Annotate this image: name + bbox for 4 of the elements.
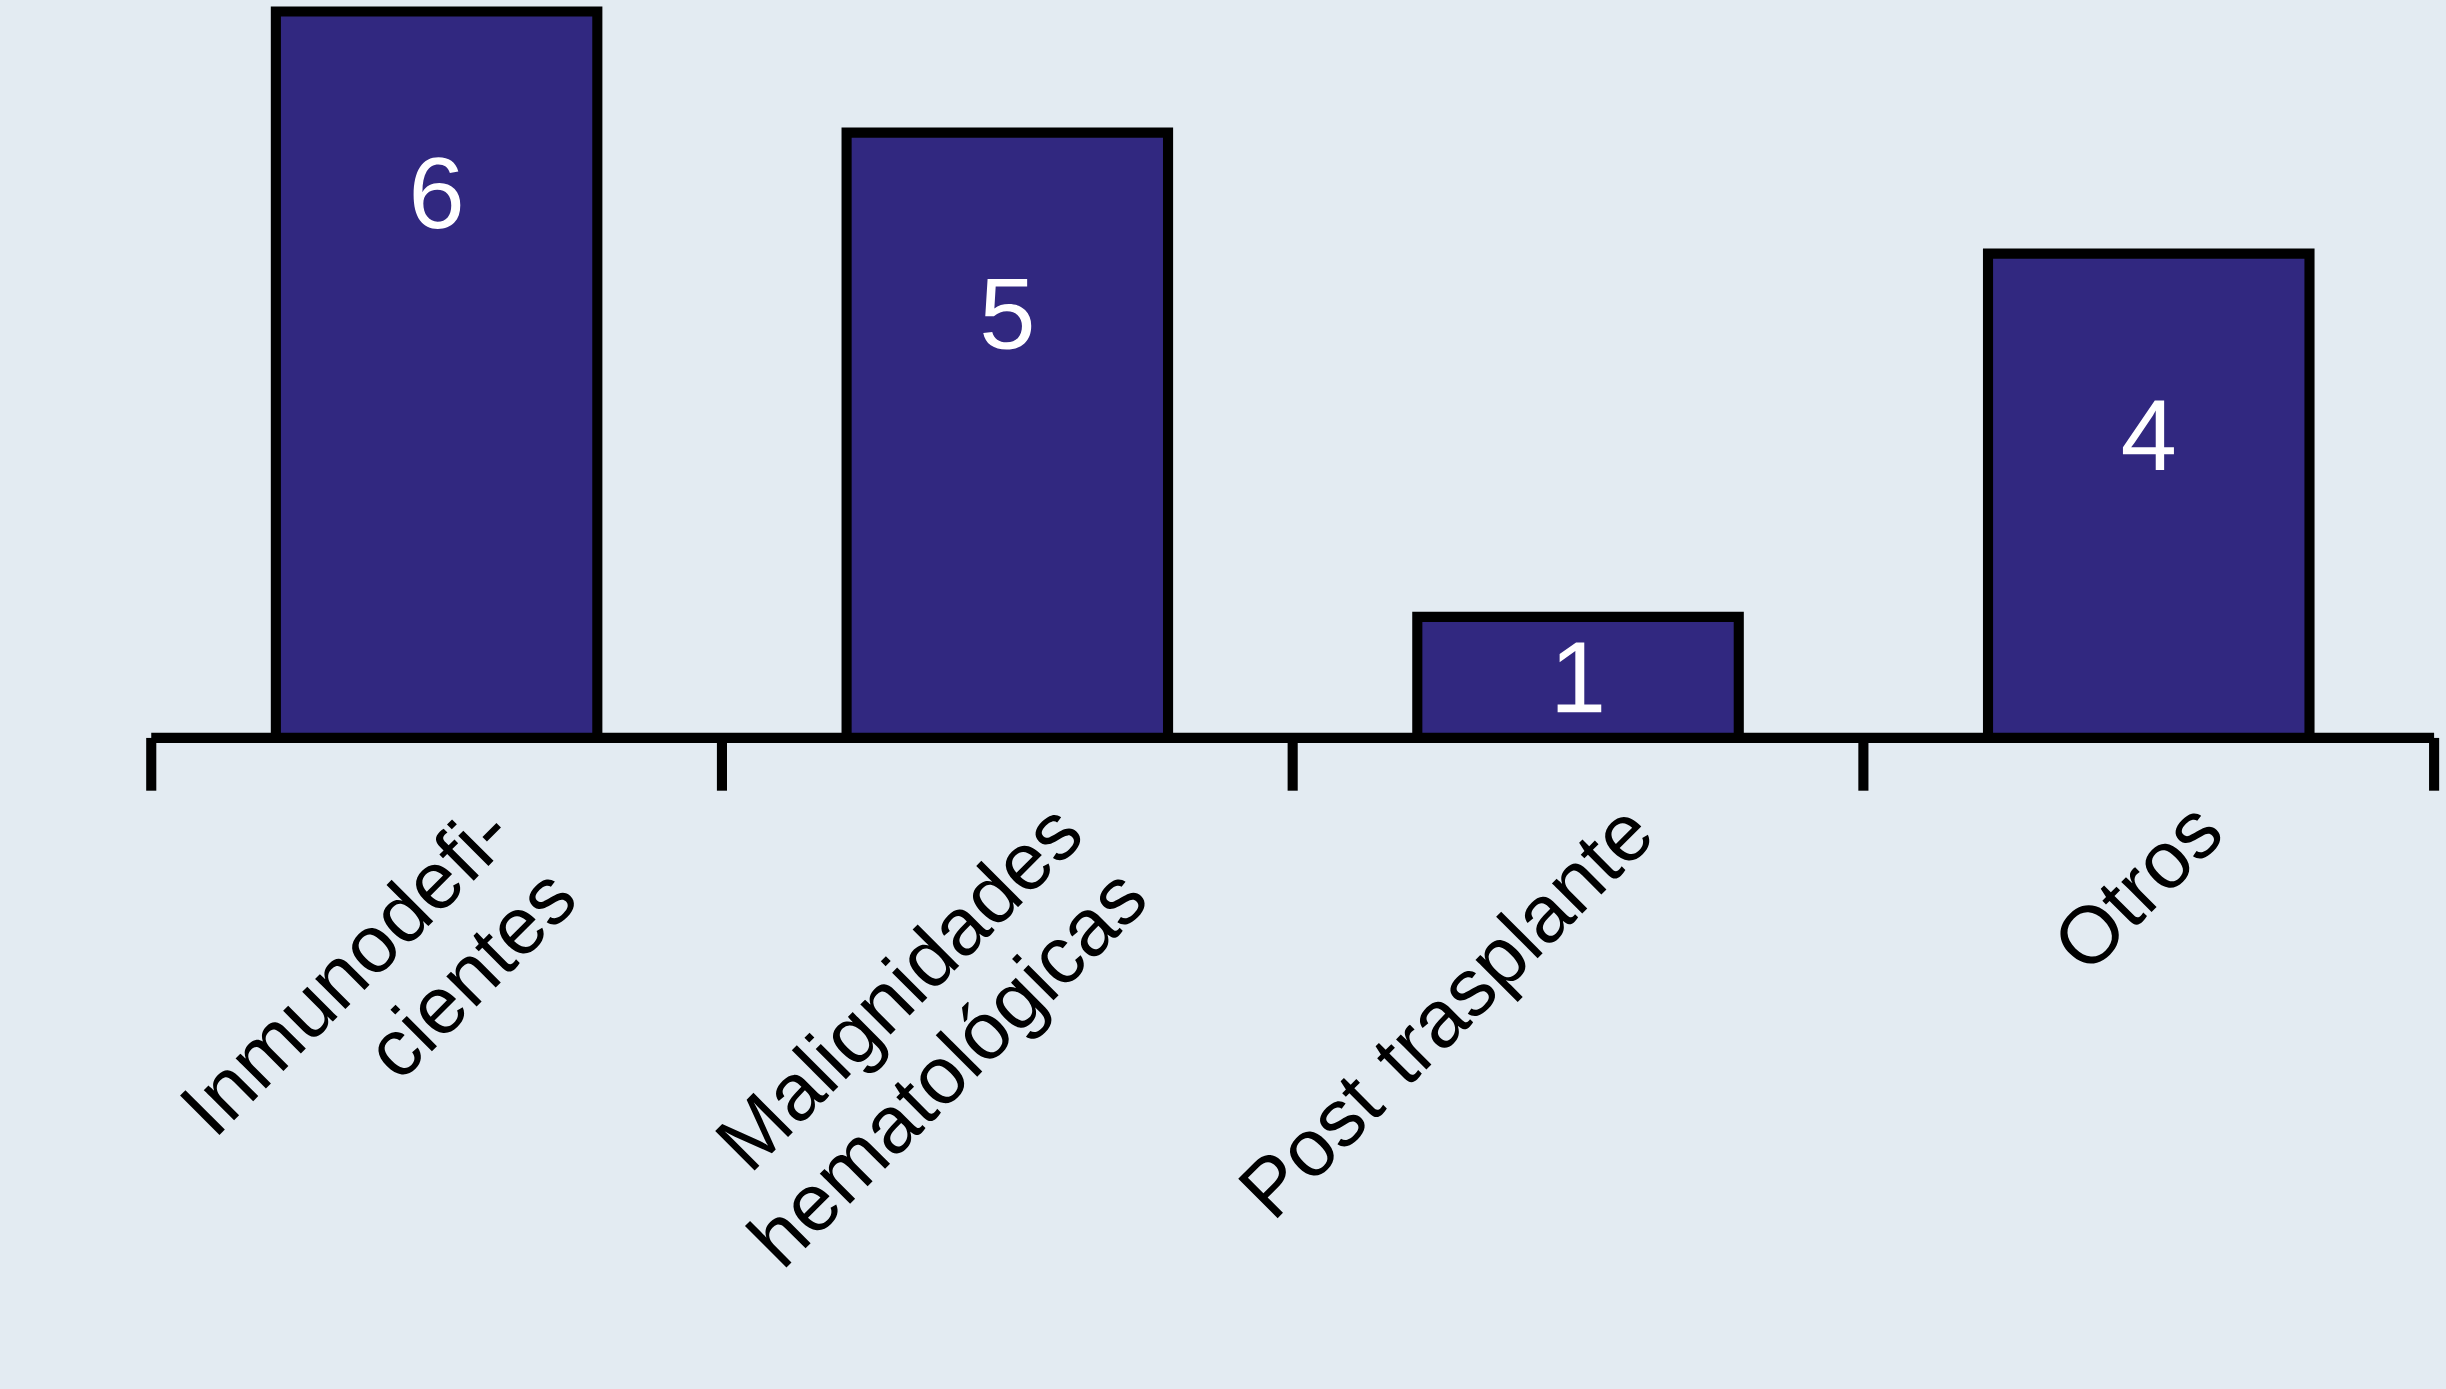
data-label: 1 [1557,642,1602,713]
data-label: 6 [413,157,461,229]
data-label: 4 [2122,400,2174,470]
data-label: 5 [983,278,1032,350]
